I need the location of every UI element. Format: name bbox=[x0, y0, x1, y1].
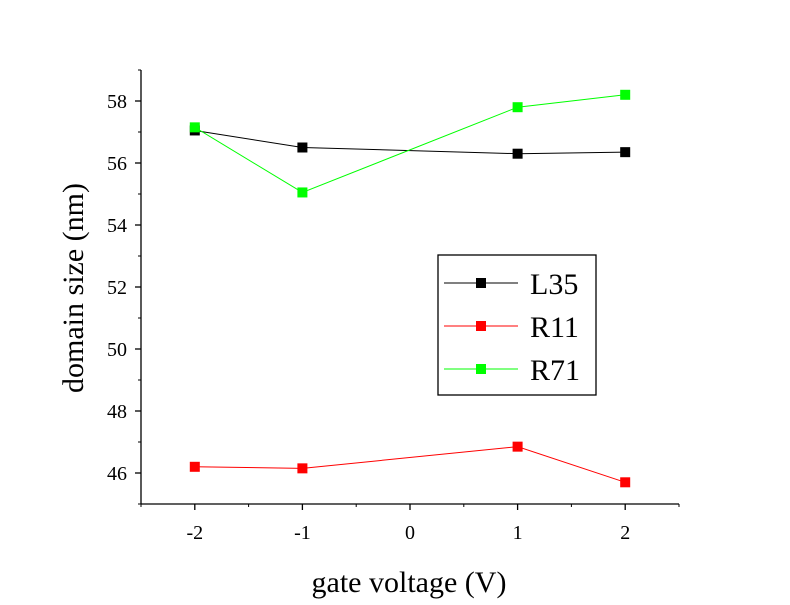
legend-item-L35: L35 bbox=[444, 268, 578, 301]
series-line bbox=[194, 94, 626, 194]
legend-box bbox=[437, 254, 597, 396]
y-tick-label: 50 bbox=[107, 339, 127, 361]
series-R71 bbox=[189, 89, 631, 198]
data-point bbox=[189, 122, 200, 133]
x-tick-label: -1 bbox=[294, 522, 311, 544]
data-point bbox=[189, 461, 200, 472]
data-point bbox=[512, 148, 523, 159]
series-line bbox=[194, 129, 626, 155]
series-layer bbox=[189, 89, 631, 488]
legend-label: R11 bbox=[530, 311, 579, 344]
legend: L35 R11 R71 bbox=[437, 254, 597, 396]
legend-marker bbox=[476, 321, 486, 331]
data-point bbox=[297, 187, 308, 198]
data-point bbox=[620, 147, 631, 158]
series-line bbox=[194, 446, 626, 483]
data-point bbox=[620, 89, 631, 100]
y-tick-label: 54 bbox=[107, 215, 127, 237]
legend-item-R71: R71 bbox=[444, 354, 580, 387]
y-tick-label: 58 bbox=[107, 91, 127, 113]
series-R11 bbox=[189, 441, 631, 488]
plot-axes: 46 48 50 52 54 56 58 -2 -1 0 1 2 bbox=[107, 69, 680, 544]
x-tick-label: -2 bbox=[186, 522, 203, 544]
series-L35 bbox=[189, 125, 631, 159]
legend-label: L35 bbox=[530, 268, 578, 301]
legend-marker bbox=[476, 278, 486, 288]
y-axis-title: domain size (nm) bbox=[57, 183, 90, 393]
data-point bbox=[620, 477, 631, 488]
y-tick-label: 48 bbox=[107, 401, 127, 423]
y-tick-label: 56 bbox=[107, 153, 127, 175]
legend-item-R11: R11 bbox=[444, 311, 579, 344]
legend-marker bbox=[476, 364, 486, 374]
data-point bbox=[297, 463, 308, 474]
x-tick-label: 0 bbox=[405, 522, 415, 544]
x-tick-label: 1 bbox=[513, 522, 523, 544]
data-point bbox=[297, 142, 308, 153]
x-tick-label: 2 bbox=[620, 522, 630, 544]
legend-label: R71 bbox=[530, 354, 580, 387]
x-axis-title: gate voltage (V) bbox=[312, 566, 507, 599]
data-point bbox=[512, 441, 523, 452]
y-tick-label: 46 bbox=[107, 463, 127, 485]
data-point bbox=[512, 102, 523, 113]
y-tick-label: 52 bbox=[107, 277, 127, 299]
